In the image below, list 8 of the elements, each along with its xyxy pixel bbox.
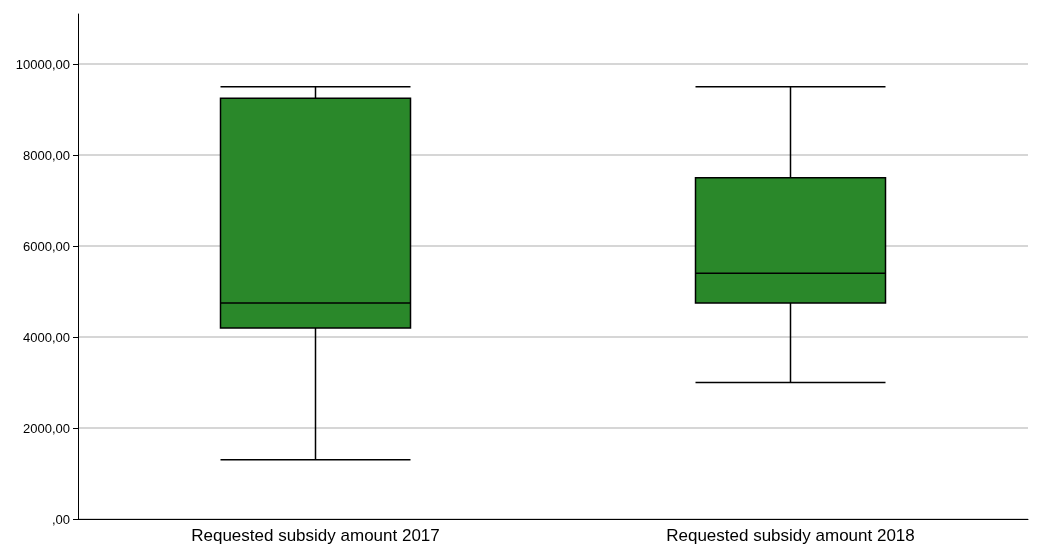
x-tick-label: Requested subsidy amount 2017 [191,526,440,545]
y-tick-label: 8000,00 [23,147,70,163]
y-tick-label: 4000,00 [23,329,70,345]
y-tick-label: ,00 [51,511,70,527]
y-tick-label: 2000,00 [23,420,70,436]
x-tick-label: Requested subsidy amount 2018 [666,526,915,545]
y-tick-label: 10000,00 [15,56,70,72]
y-tick-label: 6000,00 [23,238,70,254]
